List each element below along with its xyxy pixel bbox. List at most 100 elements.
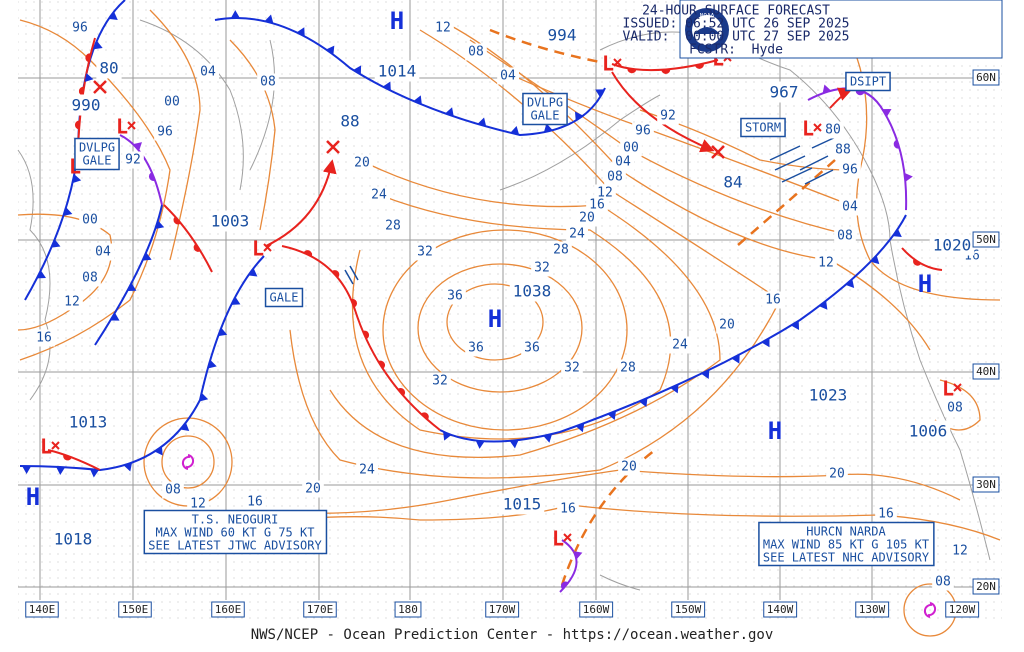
front-pip <box>231 296 241 305</box>
isobar-label: 08 <box>837 229 853 244</box>
center-pressure: 1015 <box>503 495 542 514</box>
front-pip <box>694 63 704 69</box>
longitude-label: 120W <box>949 603 976 616</box>
isobar-label-bg <box>944 399 966 417</box>
fronts <box>19 0 943 593</box>
isobar-label: 36 <box>468 341 484 356</box>
isobar-label-bg <box>875 505 897 523</box>
front-pip <box>362 330 370 340</box>
isobar-label: 28 <box>385 219 401 234</box>
front-pip <box>661 69 671 74</box>
front-pip <box>353 65 362 75</box>
low-symbol: L <box>552 527 564 551</box>
isobar-label-bg <box>302 480 324 498</box>
isobar-label-bg <box>356 461 378 479</box>
front-pip <box>148 172 156 181</box>
advisory-line: HURCN NARDA <box>806 525 886 539</box>
isobar-label-bg <box>826 465 848 483</box>
center-pressure: 1003 <box>211 212 250 231</box>
isobar-label: 16 <box>765 293 781 308</box>
front-pip <box>818 300 828 310</box>
isobar-label: 08 <box>260 75 276 90</box>
isobar-label: 20 <box>719 318 735 333</box>
front-pip <box>397 387 406 396</box>
isobar-label-bg <box>368 186 390 204</box>
front-pip <box>413 95 422 105</box>
warning-label: GALE <box>531 109 560 123</box>
front-pip <box>84 73 94 82</box>
isobar-label: 20 <box>579 211 595 226</box>
latitude-label-bg <box>972 69 1000 86</box>
front-pip <box>207 359 217 369</box>
high-symbol: H <box>918 270 932 298</box>
front-pip <box>193 243 201 252</box>
isobar-label: 04 <box>200 65 216 80</box>
low-x <box>127 121 136 130</box>
warning-label: STORM <box>745 121 781 135</box>
front-pip <box>893 139 900 149</box>
isobar-label: 24 <box>569 227 585 242</box>
front-pip <box>230 10 240 19</box>
advisory-line: SEE LATEST JTWC ADVISORY <box>148 539 322 553</box>
low-x <box>263 243 272 252</box>
isobar-label: 20 <box>305 482 321 497</box>
isobar-label-bg <box>612 153 634 171</box>
isobar-label: 24 <box>672 338 688 353</box>
isobar-label: 92 <box>125 153 141 168</box>
latitude-label: 50N <box>976 233 996 246</box>
isobar-label: 16 <box>36 331 52 346</box>
isobar-label: 24 <box>371 188 387 203</box>
front-pip <box>701 369 710 379</box>
front-pip <box>475 440 485 449</box>
front-pip <box>218 327 228 337</box>
front-pip <box>595 89 605 98</box>
header-panel <box>679 0 1003 59</box>
isobar-label: 16 <box>247 495 263 510</box>
isobar-label-bg <box>620 139 642 157</box>
center-pressure: 1006 <box>909 422 948 441</box>
front-pip <box>303 250 313 257</box>
longitude-label: 180 <box>398 603 418 616</box>
front-pip <box>133 142 142 151</box>
isobar-label: 04 <box>615 155 631 170</box>
front-pip <box>731 354 740 364</box>
front-pip <box>142 252 152 261</box>
front-pip <box>78 86 85 96</box>
front-pip <box>575 423 585 433</box>
isobar-label-bg <box>122 151 144 169</box>
advisory-line: MAX WIND 85 KT G 105 KT <box>763 538 929 552</box>
isobar-label-bg <box>815 254 837 272</box>
longitude-label-bg <box>303 601 337 618</box>
isobar-label: 00 <box>164 95 180 110</box>
isobar-label: 28 <box>553 243 569 258</box>
low-symbol: L <box>252 237 264 261</box>
latitude-label: 40N <box>976 365 996 378</box>
isobar-label-bg <box>839 198 861 216</box>
center-pressure: 1013 <box>69 413 108 432</box>
advisory-box <box>143 509 328 555</box>
center-pressure: 1018 <box>54 530 93 549</box>
front-pip <box>127 283 137 291</box>
isobar-label: 36 <box>447 289 463 304</box>
header-line: ISSUED: 06:52 UTC 26 SEP 2025 <box>623 17 850 32</box>
front-pip <box>173 216 181 225</box>
front-pip <box>882 109 892 117</box>
center-pressure: 994 <box>548 26 577 45</box>
front-pip <box>791 320 800 330</box>
advisory-line: SEE LATEST NHC ADVISORY <box>763 551 930 565</box>
front-pip <box>22 466 32 475</box>
front-pip <box>74 120 80 130</box>
latitude-label: 30N <box>976 478 996 491</box>
center-pressure-bg <box>509 280 555 302</box>
warning-box <box>264 287 304 308</box>
center-pressure-bg <box>766 81 802 103</box>
isobar-label: 08 <box>607 170 623 185</box>
longitude-label-bg <box>763 601 798 618</box>
front-pip <box>199 392 209 402</box>
isobar-label: 08 <box>935 575 951 590</box>
tropical-symbols <box>181 454 937 618</box>
header-line: VALID: 00:00 UTC 27 SEP 2025 <box>623 30 850 45</box>
isobar-label-bg <box>33 329 55 347</box>
warning-label: DSIPT <box>850 75 886 89</box>
front-pip <box>892 228 902 238</box>
